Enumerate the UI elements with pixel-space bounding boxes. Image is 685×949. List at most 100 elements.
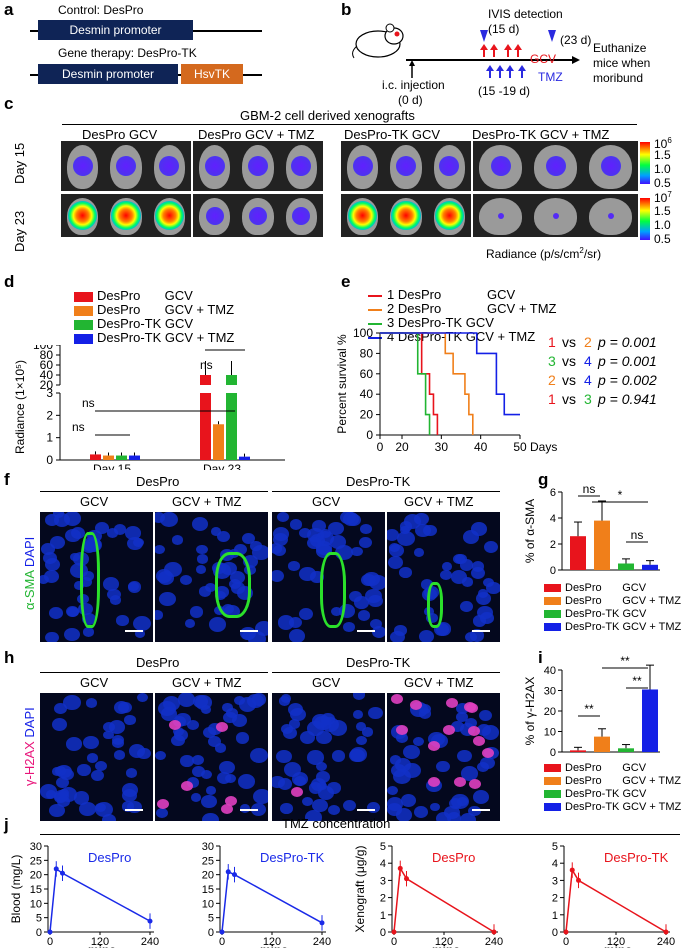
f-col-3: GCV [312, 494, 341, 509]
nucleus [207, 723, 222, 735]
nucleus [208, 736, 221, 747]
nucleus [103, 730, 114, 740]
nucleus [77, 764, 91, 776]
row-day15: Day 15 [12, 142, 27, 184]
nucleus [233, 543, 247, 555]
nucleus [64, 627, 80, 642]
nucleus [280, 724, 293, 735]
legend-name: DesPro [565, 762, 602, 774]
bioluminescence-signal [116, 156, 136, 176]
tick-label: 120 [607, 936, 625, 948]
nucleus [289, 629, 306, 642]
legend-name: DesPro [565, 582, 602, 594]
ivis-image [472, 193, 639, 238]
bioluminescence-signal [434, 200, 464, 231]
euthanize-note: Euthanize mice when moribund [593, 41, 651, 85]
tick-label: 3 [380, 875, 386, 887]
alpha-sma-vessel [320, 552, 346, 628]
annotation: ns [200, 358, 213, 372]
scale-bar [125, 809, 143, 811]
annotation: ** [620, 654, 630, 668]
nucleus [51, 717, 67, 731]
legend-name: DesPro [97, 288, 141, 303]
control-promoter-box: Desmin promoter [38, 20, 193, 40]
stat-vs: vs [562, 353, 576, 369]
annotation: ** [632, 674, 642, 688]
panel-e-label: e [341, 272, 351, 291]
stat-p: p = 0.002 [597, 372, 657, 388]
tick-label: 40 [474, 440, 488, 454]
nucleus [41, 542, 56, 555]
y-axis-label: Percent survival % [335, 334, 349, 434]
nucleus [137, 693, 148, 702]
group-3: DesPro-TK GCV [344, 127, 441, 142]
nucleus [90, 770, 105, 782]
nucleus [69, 552, 81, 562]
nucleus [250, 748, 268, 764]
nucleus [155, 512, 166, 524]
tick-label: 120 [91, 936, 109, 948]
nucleus [112, 738, 124, 748]
h-group-2: DesPro-TK [346, 655, 411, 670]
legend-treatment: GCV + TMZ [622, 595, 681, 607]
nucleus [45, 513, 60, 526]
nucleus [357, 609, 371, 621]
tick-label: 20 [395, 440, 409, 454]
legend-entry: DesPro-TK GCV [544, 788, 646, 800]
h-rule-2 [272, 672, 500, 673]
tick-label: 0 [47, 936, 53, 948]
h2ax-nucleus [428, 740, 441, 751]
nucleus [372, 626, 385, 639]
nucleus [95, 802, 107, 813]
nucleus [45, 631, 59, 642]
nucleus [397, 531, 416, 547]
stat-group: 1 [548, 334, 556, 350]
pk-point [563, 929, 569, 935]
annotation: ns [72, 420, 85, 434]
nucleus [83, 735, 99, 749]
plot-title: DesPro [88, 850, 131, 865]
group-2: DesPro GCV + TMZ [198, 127, 315, 142]
legend-line [368, 294, 382, 297]
panel-h-label: h [4, 648, 15, 667]
nucleus [53, 512, 65, 518]
plot-title: DesPro-TK [604, 850, 669, 865]
nucleus [329, 720, 347, 736]
pk-point [47, 929, 53, 935]
legend-swatch [74, 291, 93, 302]
nucleus [472, 615, 487, 627]
tick-label: 0 [563, 936, 569, 948]
tick-label: 15 [202, 884, 214, 896]
nucleus [73, 581, 84, 590]
nucleus [298, 607, 314, 620]
bar [642, 689, 658, 752]
nucleus [94, 522, 109, 535]
legend-line [368, 336, 382, 339]
nucleus [387, 528, 400, 541]
nucleus [189, 606, 204, 618]
nucleus [455, 703, 470, 715]
tick-label: 4 [550, 513, 556, 525]
nucleus [413, 548, 424, 557]
nucleus [278, 777, 293, 790]
nucleus [192, 516, 209, 531]
bar [103, 455, 114, 460]
nucleus [457, 749, 472, 763]
legend-name: 3 DesPro-TK GCV [387, 315, 494, 330]
legend-name: DesPro-TK GCV + TMZ [565, 621, 682, 633]
nucleus [250, 803, 267, 817]
bioluminescence-signal [248, 156, 268, 176]
nucleus [449, 798, 463, 809]
nucleus [465, 717, 478, 728]
f-col-1: GCV [80, 494, 109, 509]
nucleus [291, 771, 309, 786]
bioluminescence-signal [607, 212, 614, 219]
nucleus [196, 554, 209, 564]
tick-label: 20 [544, 706, 556, 718]
legend-name: DesPro [565, 595, 602, 607]
group-4: DesPro-TK GCV + TMZ [472, 127, 610, 142]
nucleus [184, 618, 196, 628]
legend-line [368, 308, 382, 311]
h2ax-nucleus [453, 776, 466, 787]
nucleus [352, 710, 363, 719]
